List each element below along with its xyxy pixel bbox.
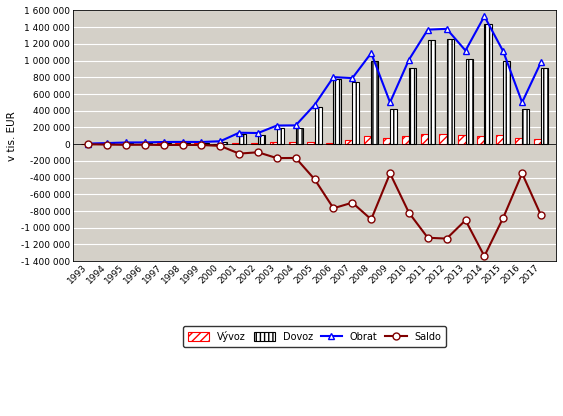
Bar: [477, 136, 484, 144]
Bar: [333, 79, 341, 144]
Bar: [345, 140, 352, 144]
Legend: Vývoz, Dovoz, Obrat, Saldo: Vývoz, Dovoz, Obrat, Saldo: [183, 326, 446, 347]
Bar: [315, 107, 322, 144]
Bar: [383, 138, 390, 144]
Bar: [296, 128, 303, 144]
Bar: [182, 143, 190, 144]
Bar: [145, 143, 152, 144]
Bar: [515, 138, 522, 144]
Bar: [541, 68, 548, 144]
Bar: [496, 134, 503, 144]
Bar: [270, 142, 277, 144]
Bar: [466, 59, 473, 144]
Bar: [534, 139, 541, 144]
Bar: [239, 134, 246, 144]
Bar: [409, 68, 416, 144]
Bar: [202, 143, 208, 144]
Bar: [352, 82, 360, 144]
Bar: [258, 134, 265, 144]
Bar: [484, 24, 491, 144]
Bar: [428, 40, 435, 144]
Bar: [402, 136, 409, 144]
Bar: [126, 143, 133, 144]
Bar: [390, 109, 397, 144]
Bar: [289, 142, 296, 144]
Bar: [364, 136, 371, 144]
Bar: [232, 143, 239, 144]
Bar: [440, 134, 446, 144]
Y-axis label: v tis. EUR: v tis. EUR: [7, 111, 17, 161]
Bar: [327, 143, 333, 144]
Bar: [251, 143, 258, 144]
Bar: [307, 142, 315, 144]
Bar: [522, 109, 529, 144]
Bar: [164, 143, 171, 144]
Bar: [446, 39, 454, 144]
Bar: [220, 142, 227, 144]
Bar: [503, 61, 511, 144]
Bar: [421, 134, 428, 144]
Bar: [277, 128, 284, 144]
Bar: [458, 135, 466, 144]
Bar: [371, 61, 378, 144]
